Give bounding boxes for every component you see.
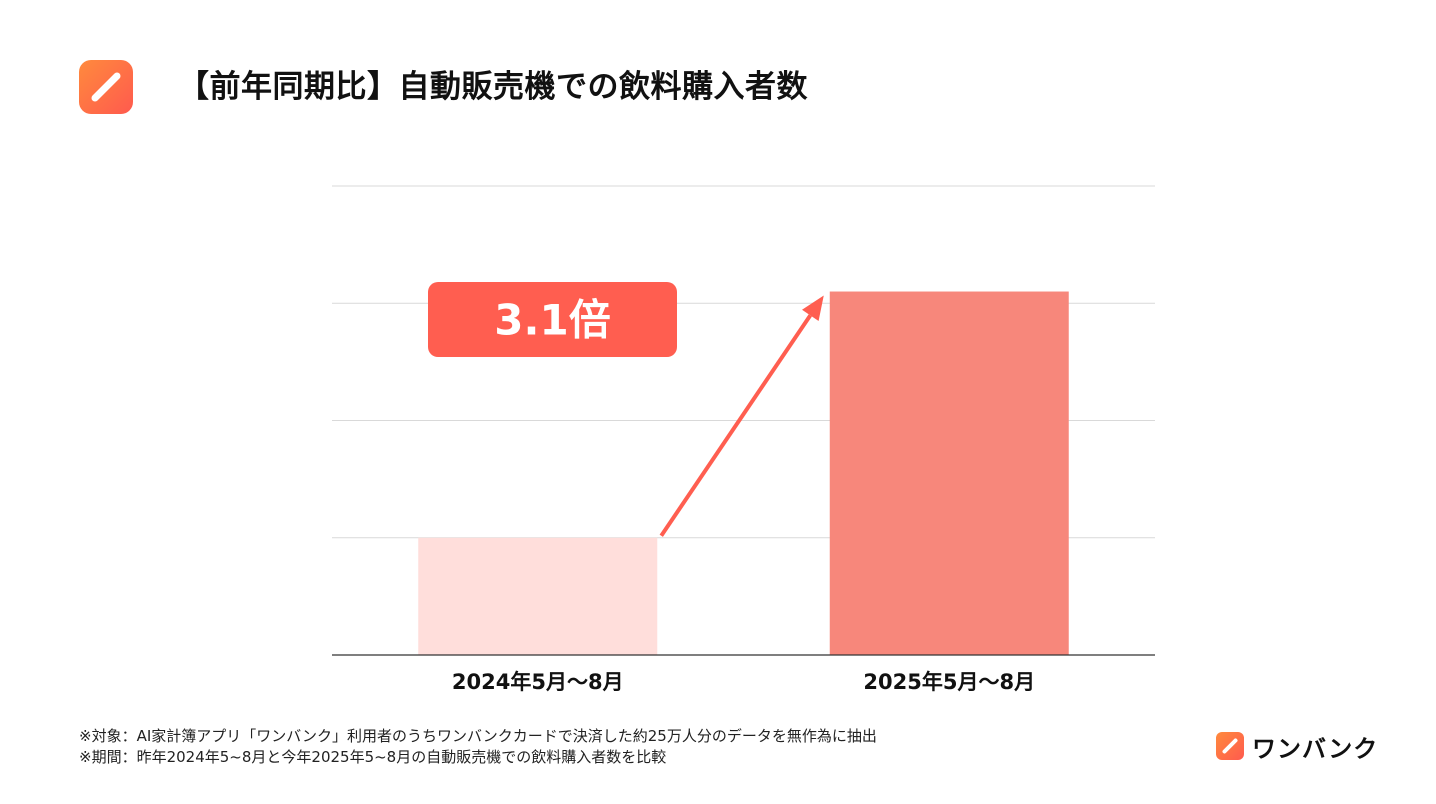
pencil-icon bbox=[1222, 738, 1238, 754]
bar bbox=[418, 537, 658, 655]
page-title: 【前年同期比】自動販売機での飲料購入者数 bbox=[178, 69, 808, 105]
footnotes: ※対象：AI家計簿アプリ「ワンバンク」利用者のうちワンバンクカードで決済した約2… bbox=[79, 726, 877, 768]
footnote-target: ※対象：AI家計簿アプリ「ワンバンク」利用者のうちワンバンクカードで決済した約2… bbox=[79, 727, 877, 745]
x-tick-label: 2024年5月〜8月 bbox=[452, 670, 624, 694]
bar bbox=[829, 291, 1069, 655]
pencil-icon bbox=[91, 72, 121, 102]
ratio-badge bbox=[428, 282, 677, 357]
brand-icon bbox=[1216, 732, 1244, 760]
ratio-badge-label: 3.1倍 bbox=[494, 296, 610, 345]
growth-arrow-line bbox=[659, 314, 812, 537]
x-tick-label: 2025年5月〜8月 bbox=[863, 670, 1035, 694]
app-logo-icon bbox=[79, 60, 133, 114]
footnote-period: ※期間：昨年2024年5~8月と今年2025年5~8月の自動販売機での飲料購入者… bbox=[79, 748, 667, 766]
brand-logo: ワンバンク bbox=[1216, 730, 1379, 763]
growth-arrow-head bbox=[802, 295, 824, 322]
brand-name: ワンバンク bbox=[1252, 734, 1379, 763]
